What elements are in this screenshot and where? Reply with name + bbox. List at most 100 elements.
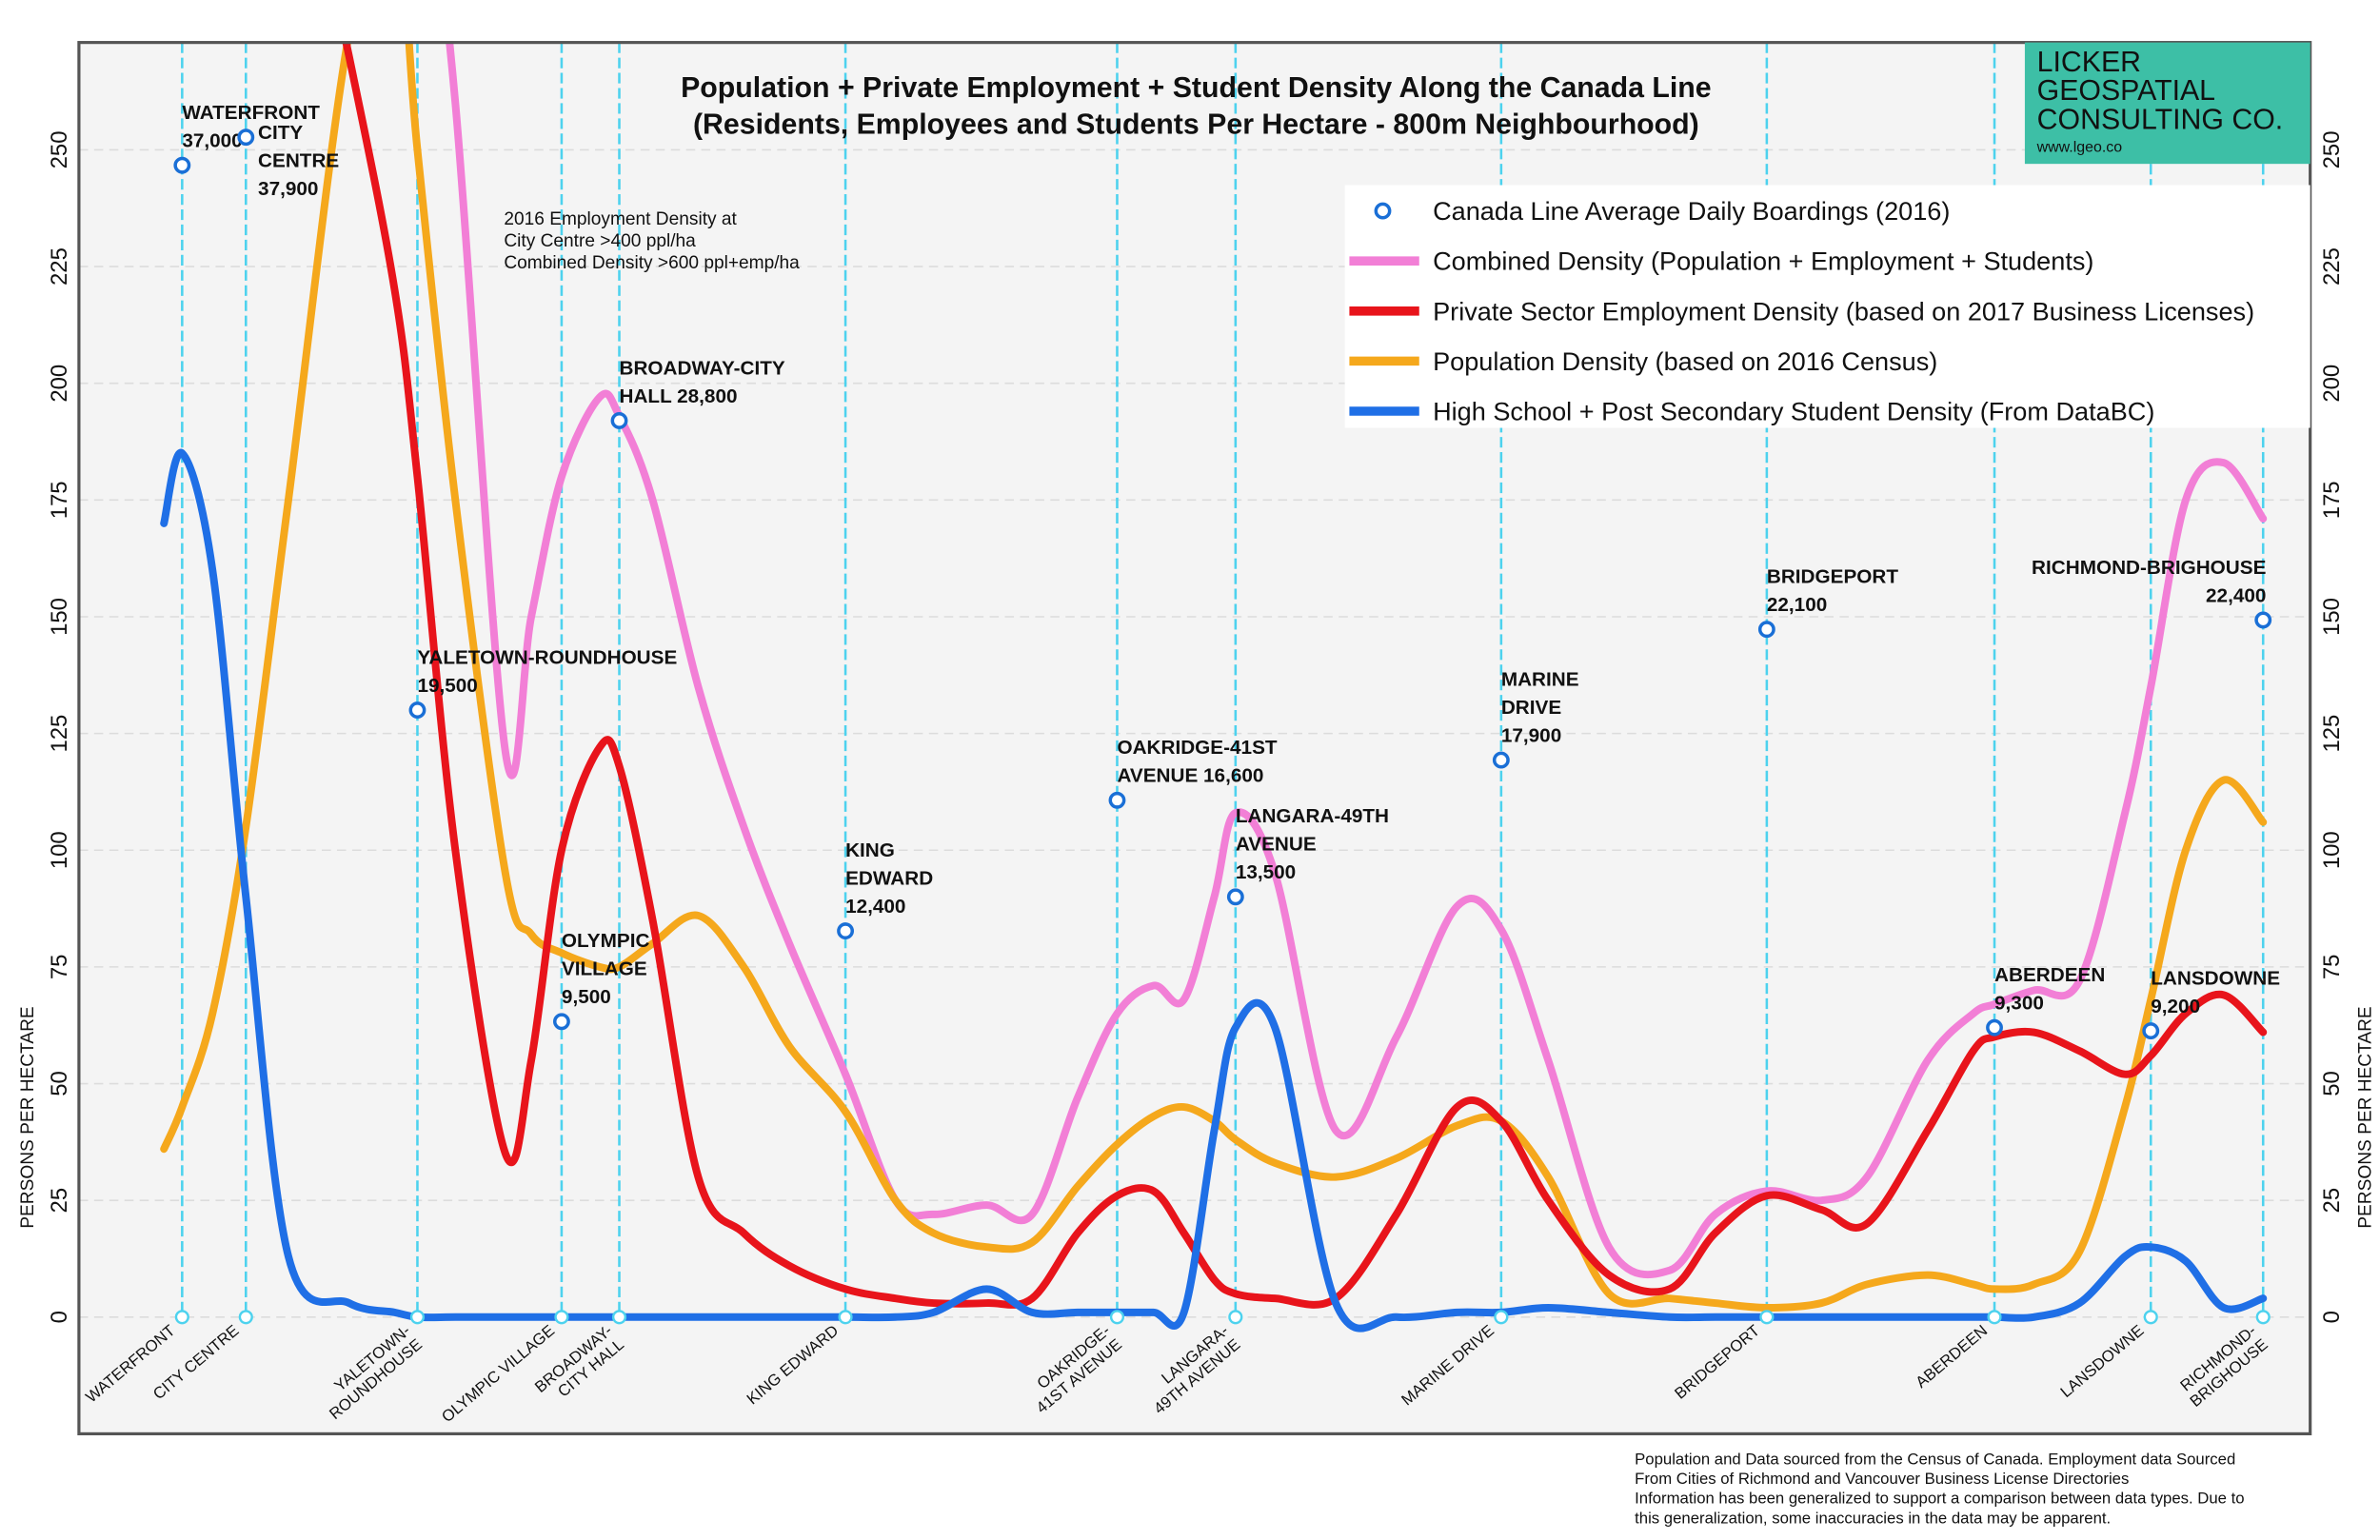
chart-title: Population + Private Employment + Studen…: [681, 72, 1712, 140]
boarding-annotation-line: OAKRIDGE-41ST: [1117, 737, 1277, 759]
boarding-point: [552, 1013, 570, 1031]
y2-tick-label: 225: [2319, 247, 2345, 286]
annotation-note-line: 2016 Employment Density at: [504, 209, 737, 229]
y2-tick-label: 25: [2319, 1188, 2345, 1214]
boarding-annotation-line: AVENUE: [1236, 834, 1317, 856]
logo-box: [2024, 42, 2311, 165]
boarding-annotation-line: 12,400: [845, 896, 905, 918]
series-line: [160, 449, 2268, 1333]
y2-tick-label: 125: [2319, 715, 2345, 753]
boarding-annotation: MARINE DRIVE 17,900: [1501, 668, 1579, 746]
legend-box: [1344, 185, 2311, 428]
station-marker: [1109, 1310, 1125, 1325]
station-marker: [2143, 1310, 2158, 1325]
series-line: [160, 42, 2268, 1312]
boarding-annotation-line: 22,100: [1767, 594, 1827, 616]
y-tick-label: 100: [47, 831, 72, 869]
chart-title-line: Population + Private Employment + Studen…: [681, 72, 1712, 104]
logo-text-line: CONSULTING CO.: [2037, 104, 2284, 135]
y-tick-label: 150: [47, 598, 72, 636]
legend-label: Combined Density (Population + Employmen…: [1433, 247, 2093, 276]
legend-label: Private Sector Employment Density (based…: [1433, 296, 2254, 326]
logo-text: LICKER GEOSPATIAL CONSULTING CO.: [2037, 47, 2284, 136]
plot-frame: [77, 41, 2312, 1436]
boarding-annotation: YALETOWN-ROUNDHOUSE 19,500: [417, 646, 677, 696]
source-note-line: Population and Data sourced from the Cen…: [1635, 1450, 2235, 1468]
station-marker: [554, 1310, 569, 1325]
boarding-annotation-line: DRIVE: [1501, 697, 1562, 719]
logo-url: www.lgeo.co: [2036, 139, 2123, 155]
series-line: [342, 42, 2268, 1309]
boarding-annotation-line: CENTRE: [258, 149, 339, 171]
boarding-annotation: CITY CENTRE 37,900: [258, 122, 339, 200]
y-tick-label: 75: [47, 955, 72, 980]
boarding-point: [1108, 791, 1126, 809]
boarding-annotation-line: ABERDEEN: [1994, 964, 2105, 986]
boarding-annotation-line: LANSDOWNE: [2151, 967, 2280, 989]
station-marker: [838, 1310, 853, 1325]
y-tick-label: 175: [47, 481, 72, 519]
boarding-annotation: WATERFRONT 37,000: [182, 102, 320, 151]
station-marker: [238, 1310, 253, 1325]
annotation-note: 2016 Employment Density at City Centre >4…: [504, 209, 800, 273]
station-marker: [174, 1310, 189, 1325]
boarding-annotation-line: VILLAGE: [562, 958, 647, 980]
y-tick-label: 225: [47, 247, 72, 286]
station-marker: [1494, 1310, 1509, 1325]
y-tick-label: 50: [47, 1071, 72, 1096]
chart-title-line: (Residents, Employees and Students Per H…: [693, 109, 1699, 140]
boarding-point: [408, 701, 426, 720]
source-note-line: Information has been generalized to supp…: [1635, 1490, 2244, 1508]
y-tick-label: 250: [47, 131, 72, 169]
y-tick-label: 0: [47, 1311, 72, 1323]
y2-tick-label: 0: [2319, 1311, 2345, 1323]
boarding-annotation-line: BRIDGEPORT: [1767, 566, 1898, 588]
y2-tick-label: 200: [2319, 365, 2345, 403]
boarding-point: [1986, 1018, 2003, 1037]
boarding-annotation-line: 19,500: [417, 675, 477, 697]
station-marker: [2255, 1310, 2271, 1325]
y2-axis-label: PERSONS PER HECTARE: [2355, 1006, 2375, 1228]
boarding-point: [2254, 611, 2272, 629]
legend-marker: [1374, 202, 1392, 220]
y-tick-label: 25: [47, 1188, 72, 1214]
boarding-point: [1226, 888, 1244, 906]
boarding-annotation: ABERDEEN 9,300: [1994, 964, 2105, 1014]
boarding-annotation-line: LANGARA-49TH: [1236, 805, 1389, 827]
legend-label: Population Density (based on 2016 Census…: [1433, 346, 1937, 376]
y2-tick-label: 100: [2319, 831, 2345, 869]
y2-tick-label: 175: [2319, 481, 2345, 519]
station-marker: [611, 1310, 627, 1325]
y2-tick-label: 75: [2319, 955, 2345, 980]
boarding-point: [837, 922, 855, 940]
y2-tick-label: 150: [2319, 598, 2345, 636]
boarding-annotation-line: RICHMOND-BRIGHOUSE: [2032, 557, 2267, 579]
logo-text-line: LICKER: [2037, 47, 2141, 78]
station-marker: [1759, 1310, 1775, 1325]
y-axis-label: PERSONS PER HECTARE: [18, 1006, 38, 1228]
boarding-annotation: LANSDOWNE 9,200: [2151, 967, 2280, 1017]
legend-label: Canada Line Average Daily Boardings (201…: [1433, 196, 1950, 226]
boarding-annotation: RICHMOND-BRIGHOUSE 22,400: [2032, 557, 2267, 606]
boarding-point: [2142, 1022, 2160, 1040]
boarding-annotation-line: CITY: [258, 122, 303, 144]
boarding-point: [1492, 751, 1510, 769]
source-note: Population and Data sourced from the Cen…: [1635, 1450, 2244, 1527]
boarding-annotation-line: 9,500: [562, 986, 611, 1008]
boarding-annotation: BRIDGEPORT 22,100: [1767, 566, 1898, 616]
boarding-annotation-line: 37,000: [182, 130, 242, 152]
logo-text-line: GEOSPATIAL: [2037, 75, 2215, 107]
boarding-annotation: BROADWAY-CITY HALL 28,800: [620, 357, 785, 406]
boarding-annotation-line: 17,900: [1501, 724, 1561, 746]
boarding-annotation: OLYMPIC VILLAGE 9,500: [562, 930, 650, 1008]
boarding-annotation-line: EDWARD: [845, 867, 933, 889]
boarding-annotation-line: HALL 28,800: [620, 385, 738, 407]
y-tick-label: 200: [47, 365, 72, 403]
station-marker: [1228, 1310, 1243, 1325]
boarding-annotation-line: 9,200: [2151, 996, 2200, 1017]
boarding-annotation-line: 22,400: [2206, 584, 2266, 606]
boarding-annotation-line: KING: [845, 839, 895, 861]
grid: [78, 42, 2311, 1318]
boarding-point: [610, 412, 628, 429]
